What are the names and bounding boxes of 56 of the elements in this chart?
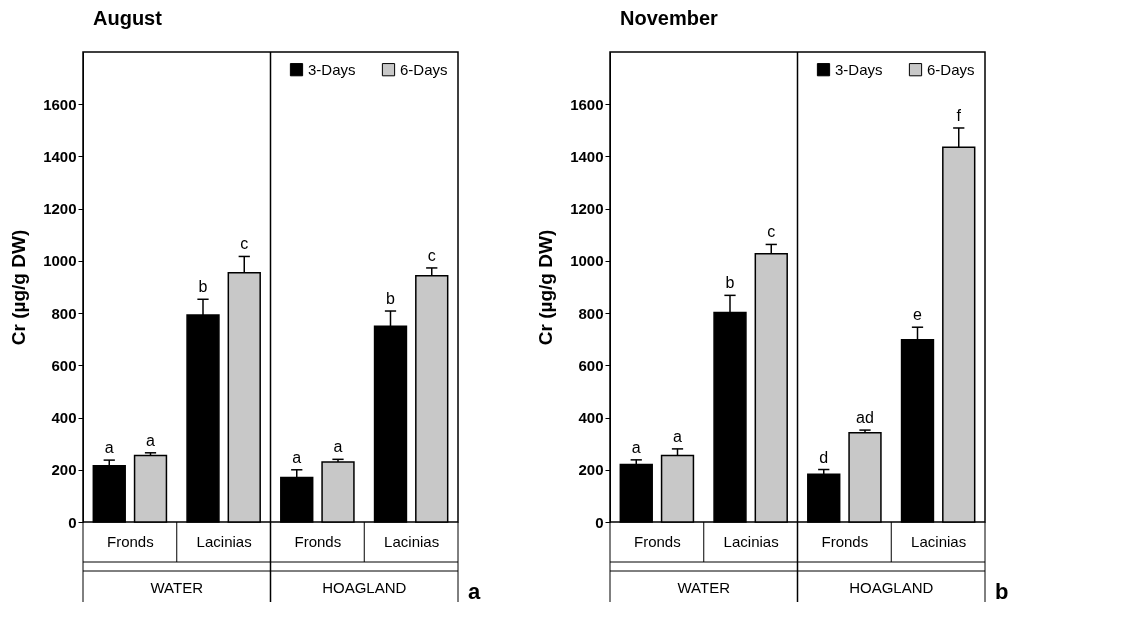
annotation: e <box>913 306 923 324</box>
y-tick-label: 0 <box>595 513 604 531</box>
y-tick-label: 0 <box>68 513 77 531</box>
annotation: c <box>240 235 249 253</box>
annotation: b <box>386 290 396 308</box>
annotation: ad <box>856 409 874 427</box>
x-tick-label: Fronds <box>294 532 342 550</box>
y-tick-label: 1200 <box>43 200 77 218</box>
y-tick-label: 1400 <box>43 147 77 165</box>
annotation: a <box>104 439 114 457</box>
annotation: b <box>198 278 208 296</box>
y-tick-label: 1200 <box>570 200 604 218</box>
y-tick-label: 800 <box>578 304 604 322</box>
annotation: c <box>767 223 776 241</box>
x-tick-label: Fronds <box>107 532 154 550</box>
annotation: a <box>146 431 156 449</box>
text: HOAGLAND <box>849 579 934 596</box>
annotation: a <box>673 427 683 445</box>
y-tick-label: 1600 <box>570 95 604 113</box>
text: WATER <box>677 579 731 596</box>
y-tick-label: 1000 <box>43 252 77 270</box>
chart-title: August <box>93 7 163 30</box>
annotation: a <box>631 438 641 456</box>
legend-label: 6-Days <box>400 60 448 78</box>
y-tick-label: 1600 <box>43 95 77 113</box>
y-tick-label: 600 <box>51 356 77 374</box>
legend-label: 6-Days <box>927 60 975 78</box>
chart-title: November <box>620 7 719 30</box>
annotation: f <box>956 106 962 124</box>
x-tick-label: Fronds <box>634 532 681 550</box>
x-tick-label: Lacinias <box>723 532 779 550</box>
y-tick-label: 800 <box>51 304 77 322</box>
x-tick-label: Lacinias <box>911 532 967 550</box>
y-tick-label: 200 <box>51 461 77 479</box>
x-tick-label: Lacinias <box>384 532 440 550</box>
y-tick-label: 1400 <box>570 147 604 165</box>
annotation: d <box>819 448 829 466</box>
text: WATER <box>150 579 204 596</box>
text: b <box>995 579 1009 604</box>
annotation: a <box>333 438 343 456</box>
annotation: c <box>427 246 436 264</box>
text: a <box>468 579 481 604</box>
x-tick-label: Lacinias <box>196 532 252 550</box>
x-tick-label: Fronds <box>821 532 869 550</box>
y-axis-title: Cr (µg/g DW) <box>8 229 30 346</box>
text: HOAGLAND <box>322 579 407 596</box>
annotation: b <box>725 274 735 292</box>
annotation: a <box>292 448 302 466</box>
legend-label: 3-Days <box>835 60 883 78</box>
y-tick-label: 600 <box>578 356 604 374</box>
y-tick-label: 200 <box>578 461 604 479</box>
y-tick-label: 400 <box>51 409 77 427</box>
y-tick-label: 1000 <box>570 252 604 270</box>
y-axis-title: Cr (µg/g DW) <box>535 229 557 346</box>
legend-label: 3-Days <box>308 60 356 78</box>
y-tick-label: 400 <box>578 409 604 427</box>
